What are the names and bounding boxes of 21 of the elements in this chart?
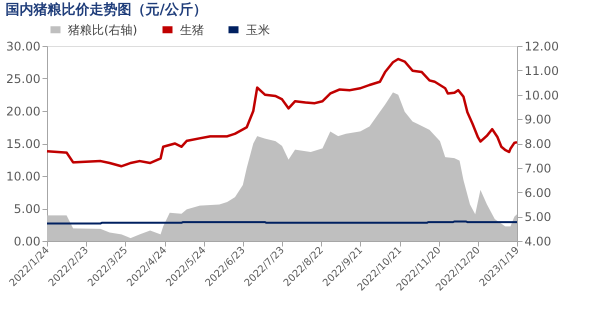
legend-label: 玉米	[246, 22, 270, 37]
y-tick-label: 10.00	[6, 170, 40, 184]
y-tick-label: 20.00	[6, 104, 40, 118]
y2-tick-label: 9.00	[524, 112, 552, 127]
legend-label: 猪粮比(右轴)	[68, 22, 138, 37]
chart-title: 国内猪粮比价走势图（元/公斤）	[6, 1, 207, 18]
y2-tick-label: 7.00	[524, 161, 552, 176]
y2-tick-label: 10.00	[524, 88, 559, 102]
y-tick-label: 25.00	[6, 72, 40, 86]
y2-tick-label: 11.00	[524, 64, 559, 78]
legend-label: 生猪	[180, 22, 204, 37]
y-tick-label: 5.00	[14, 202, 40, 216]
y-tick-label: 0.00	[14, 234, 40, 248]
y2-tick-label: 12.00	[524, 40, 559, 54]
y-tick-label: 30.00	[6, 40, 40, 54]
y2-tick-label: 6.00	[524, 186, 552, 200]
line-series	[46, 58, 518, 168]
y-tick-label: 15.00	[6, 137, 40, 151]
y2-tick-label: 8.00	[524, 137, 552, 151]
y2-tick-label: 4.00	[524, 234, 552, 248]
y2-tick-label: 5.00	[524, 210, 552, 224]
